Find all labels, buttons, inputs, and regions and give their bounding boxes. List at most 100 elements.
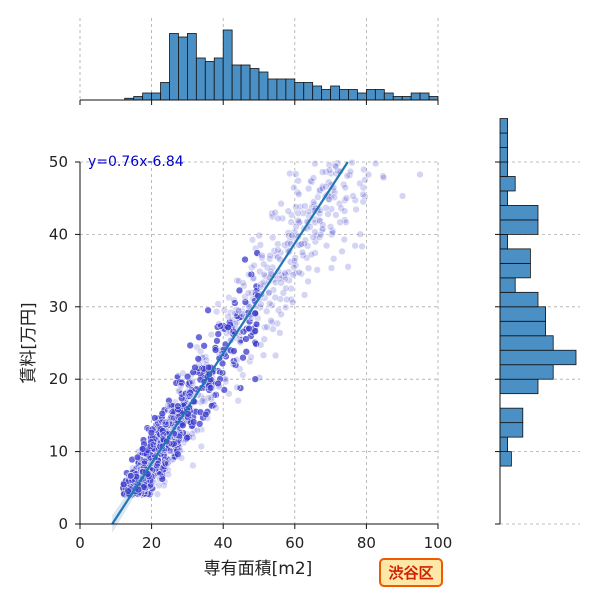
scatter-point: [196, 347, 205, 355]
scatter-point: [271, 351, 280, 360]
scatter-point: [277, 310, 285, 319]
scatter-point: [197, 442, 205, 451]
scatter-point: [267, 317, 275, 325]
scatter-point: [234, 397, 242, 405]
x-tick-label: 100: [424, 534, 453, 552]
scatter-point: [239, 354, 247, 362]
x-hist-bar: [133, 96, 144, 101]
scatter-point: [328, 227, 337, 235]
y-hist-bar: [499, 306, 546, 322]
scatter-point: [282, 303, 290, 312]
x-hist-bar: [392, 96, 403, 101]
scatter-point: [258, 251, 266, 260]
scatter-point: [279, 289, 287, 297]
x-hist-bar: [222, 29, 233, 101]
scatter-point: [285, 276, 293, 285]
scatter-point: [342, 218, 350, 226]
scatter-point: [266, 252, 274, 260]
scatter-point: [308, 178, 316, 186]
y-hist-bar: [499, 161, 508, 177]
scatter-point: [342, 194, 351, 202]
scatter-point: [281, 269, 289, 277]
scatter-point: [398, 192, 407, 200]
scatter-point: [247, 270, 255, 279]
scatter-point: [149, 440, 158, 449]
x-hist-bar: [357, 92, 367, 101]
y-hist-bar: [499, 190, 508, 206]
scatter-point: [361, 176, 369, 184]
scatter-point: [328, 230, 336, 239]
scatter-point: [188, 430, 196, 438]
scatter-point: [218, 369, 227, 377]
scatter-point: [292, 203, 300, 211]
scatter-point: [288, 231, 296, 240]
scatter-point: [289, 298, 297, 307]
scatter-point: [256, 283, 265, 291]
scatter-point: [331, 162, 340, 170]
scatter-point: [309, 233, 317, 241]
scatter-point: [215, 320, 223, 328]
scatter-point: [202, 410, 210, 419]
scatter-point: [309, 174, 318, 182]
y-hist-bar: [499, 132, 508, 148]
scatter-point: [299, 251, 307, 260]
scatter-point: [239, 279, 247, 287]
scatter-point: [379, 173, 388, 182]
y-ticks: 0 10 20 30 40 50: [49, 153, 80, 533]
scatter-point: [213, 337, 221, 345]
x-hist-bar: [249, 68, 260, 101]
x-hist-bar: [151, 92, 161, 101]
scatter-point: [248, 236, 257, 244]
scatter-point: [257, 341, 265, 349]
y-hist-bar: [499, 147, 508, 163]
scatter-point: [220, 306, 229, 314]
y-hist-bar: [499, 364, 554, 380]
scatter-point: [348, 158, 356, 167]
scatter-point: [277, 200, 285, 208]
x-tick-label: 40: [214, 534, 233, 552]
scatter-point: [133, 453, 142, 462]
scatter-point: [195, 333, 203, 341]
scatter-point: [281, 275, 289, 283]
scatter-point: [270, 247, 278, 255]
x-hist-bar: [204, 61, 215, 101]
scatter-point: [222, 352, 230, 361]
scatter-point: [189, 418, 198, 426]
scatter-point: [202, 356, 211, 364]
scatter-point: [214, 300, 222, 308]
y-tick-label: 30: [49, 298, 68, 316]
scatter-point: [309, 198, 318, 206]
scatter-point: [224, 323, 232, 331]
scatter-point: [241, 255, 249, 264]
y-hist-bar: [499, 407, 524, 424]
scatter-point: [178, 379, 186, 387]
scatter-point: [251, 327, 259, 335]
scatter-point: [230, 347, 238, 355]
scatter-point: [204, 306, 212, 314]
scatter-point: [319, 221, 327, 229]
scatter-point: [153, 490, 162, 498]
scatter-point: [250, 261, 258, 270]
y-hist-bar: [499, 320, 546, 337]
scatter-point: [147, 429, 156, 437]
x-hist-bar: [178, 36, 188, 101]
scatter-point: [290, 257, 299, 265]
y-hist-bar: [499, 335, 554, 351]
scatter-point: [174, 450, 182, 458]
scatter-point: [175, 387, 183, 395]
x-hist-bar: [410, 92, 421, 101]
scatter-point: [294, 177, 302, 185]
scatter-point: [156, 470, 164, 478]
scatter-point: [326, 223, 335, 231]
scatter-point: [179, 421, 187, 429]
scatter-point: [174, 402, 182, 410]
scatter-point: [340, 235, 348, 244]
y-tick-label: 0: [58, 515, 68, 533]
scatter-point: [196, 420, 204, 428]
regression-line: [111, 161, 349, 525]
scatter-point: [336, 218, 344, 226]
scatter-point: [311, 160, 319, 168]
scatter-point: [282, 284, 290, 293]
scatter-point: [158, 409, 166, 418]
